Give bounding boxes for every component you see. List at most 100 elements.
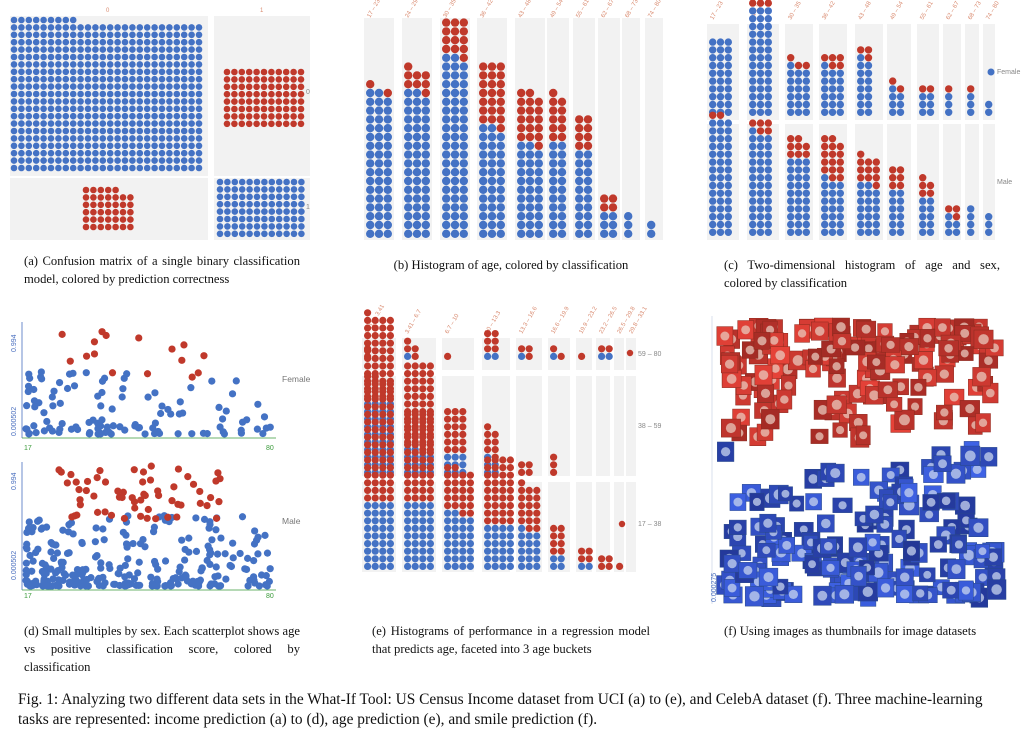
thumbnail-face <box>926 497 936 507</box>
dot-blue <box>756 22 765 31</box>
thumbnail-scatter-plot: 0.000275 <box>711 316 1007 608</box>
dot-blue <box>188 98 195 105</box>
dot-blue <box>557 141 567 150</box>
dot-blue <box>224 230 231 238</box>
point-blue <box>227 562 236 571</box>
dot-blue <box>724 174 732 182</box>
caption-e: (e) Histograms of performance in a regre… <box>372 624 650 656</box>
dot-red <box>499 494 507 502</box>
dot-blue <box>366 168 375 177</box>
row-label-38-59: 38 – 59 <box>638 423 661 430</box>
dot-red <box>90 194 97 201</box>
dot-red <box>127 201 134 209</box>
dot-blue <box>55 83 62 90</box>
dot-blue <box>47 120 55 127</box>
point-blue <box>82 369 90 377</box>
dot-blue <box>18 53 25 61</box>
dot-blue <box>143 105 151 113</box>
dot-blue <box>129 105 136 113</box>
dot-blue <box>366 97 375 107</box>
dot-blue <box>857 108 865 117</box>
thumbnail-face <box>782 540 792 550</box>
dot-red <box>411 426 419 434</box>
dot-red <box>451 486 459 494</box>
dot-blue <box>857 220 865 229</box>
dot-blue <box>383 176 392 186</box>
dot-red <box>419 370 427 378</box>
point-blue <box>30 397 39 405</box>
dot-red <box>466 471 474 479</box>
dot-red <box>525 88 535 98</box>
dot-blue <box>173 75 181 83</box>
dot-blue <box>404 168 413 177</box>
dot-blue <box>114 112 121 120</box>
dot-red <box>709 111 717 120</box>
dot-red <box>238 113 246 120</box>
dot-blue <box>716 166 725 174</box>
dot-blue <box>69 24 77 31</box>
dot-blue <box>442 176 451 186</box>
dot-blue <box>47 83 55 90</box>
thumbnail-face <box>749 591 760 602</box>
dot-blue <box>158 68 166 76</box>
dot-blue <box>143 75 151 83</box>
dot-red <box>364 456 372 464</box>
dot-red <box>104 201 112 209</box>
dot-blue <box>195 164 203 172</box>
thumbnail-face <box>838 501 847 510</box>
dot-blue <box>188 31 195 39</box>
dot-red <box>297 120 305 128</box>
dot-blue <box>802 181 810 190</box>
dot-blue <box>945 228 953 236</box>
dot-blue <box>421 194 430 203</box>
dot-red <box>411 352 419 360</box>
dot-blue <box>919 108 927 117</box>
dot-blue <box>374 220 384 230</box>
dot-blue <box>764 54 772 62</box>
dot-red <box>487 71 497 80</box>
dot-red <box>371 441 379 449</box>
dot-blue <box>756 135 765 143</box>
dot-blue <box>794 174 803 182</box>
cell-bg <box>596 482 610 572</box>
dot-blue <box>386 509 394 517</box>
dot-blue <box>716 158 725 166</box>
dot-red <box>578 352 586 360</box>
dot-blue <box>180 61 188 68</box>
bin-label: 16.6 – 19.9 <box>551 305 572 335</box>
dot-blue <box>121 68 129 76</box>
dot-red <box>379 456 387 464</box>
dot-red <box>282 83 290 91</box>
point-blue <box>51 541 59 549</box>
dot-blue <box>374 115 384 124</box>
dot-red <box>945 205 953 213</box>
dot-blue <box>484 562 492 570</box>
dot-blue <box>231 223 239 230</box>
point-blue <box>26 582 34 590</box>
dot-blue <box>749 108 757 117</box>
dot-red <box>484 430 492 438</box>
dot-blue <box>557 203 567 212</box>
dot-blue <box>106 105 114 113</box>
dot-blue <box>450 203 460 212</box>
point-blue <box>228 390 237 398</box>
dot-red <box>487 106 497 115</box>
dot-blue <box>534 229 543 238</box>
thumbnail-face <box>988 552 998 562</box>
thumbnail-face <box>726 374 737 384</box>
dot-red <box>618 520 626 528</box>
dot-red <box>379 486 387 494</box>
dot-blue <box>450 185 460 194</box>
dot-blue <box>787 213 795 221</box>
dot-blue <box>442 229 451 238</box>
dot-blue <box>40 38 47 46</box>
dot-red <box>253 98 260 105</box>
point-red <box>188 373 196 381</box>
dot-blue <box>496 176 505 186</box>
dot-red <box>379 362 387 370</box>
dot-blue <box>517 150 526 159</box>
dot-red <box>821 150 829 158</box>
dot-blue <box>828 205 837 213</box>
dot-blue <box>40 31 47 39</box>
dot-blue <box>450 106 460 115</box>
